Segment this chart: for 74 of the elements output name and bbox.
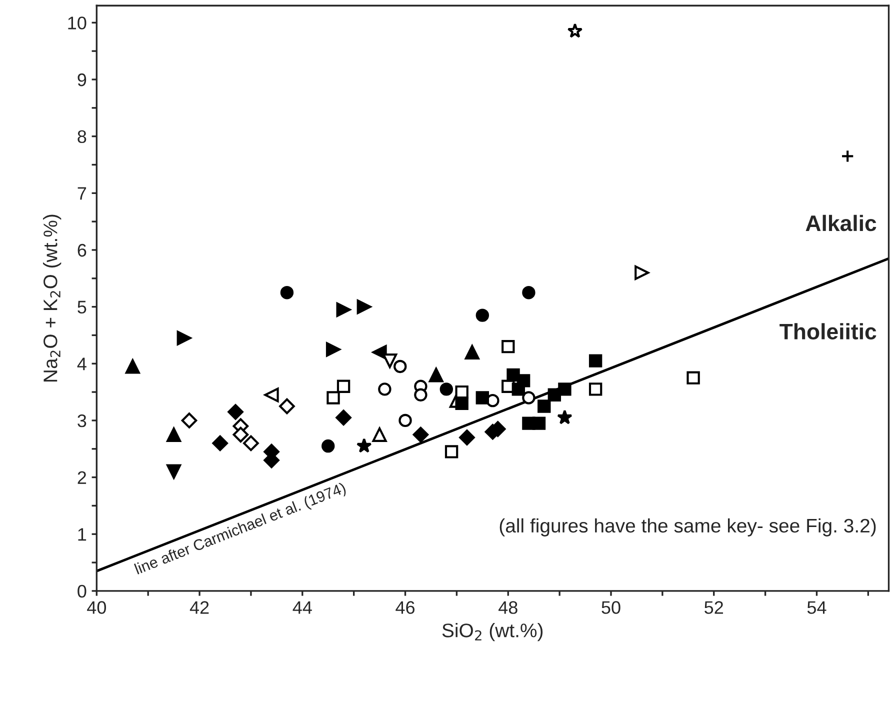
x-tick-label: 42 [190,601,209,614]
y-tick-label: 1 [78,528,86,541]
point [336,410,352,426]
point [280,286,294,300]
point [558,382,572,396]
point [538,400,551,413]
x-tick-label: 48 [498,601,518,614]
point [372,427,387,442]
point [356,438,372,453]
point [336,302,351,317]
point [567,23,583,38]
point [588,382,602,396]
point [476,391,490,404]
x-tick-label: 40 [87,601,106,614]
x-tick-label: 52 [704,601,723,614]
point [228,404,244,420]
point [176,330,192,346]
point [464,344,480,360]
y-axis-title: Na$_{2}$O + K$_{2}$O (wt.%) [43,214,62,382]
point [125,359,140,374]
point [412,426,429,443]
point [382,353,398,368]
point [243,435,259,452]
y-tick-label: 4 [77,358,86,370]
point [455,385,468,399]
point [166,464,182,479]
y-tick-label: 2 [78,471,86,484]
point [212,435,228,452]
x-tick-label: 54 [807,601,826,614]
point [455,396,468,410]
point [394,360,407,374]
y-tick-label: 9 [78,73,86,86]
point [322,439,335,453]
y-tick-label: 3 [78,414,86,428]
point [522,391,536,404]
point [840,150,854,163]
point [181,412,198,428]
point [588,354,602,368]
point [326,391,340,404]
point [440,382,454,396]
annotation: Tholeiitic [780,323,876,340]
y-tick-label: 0 [78,584,86,598]
point [444,445,458,458]
y-tick-label: 8 [78,130,86,144]
point [378,382,392,396]
point [398,414,412,428]
point [686,371,700,384]
annotation: (all figures have the same key- see Fig. 3.2) [500,518,876,536]
point [476,308,490,322]
x-axis-title: SiO$_{2}$ (wt.%) [442,623,543,642]
point [522,286,536,300]
point [336,380,350,393]
point [232,426,249,443]
x-tick-label: 50 [602,601,620,614]
point [502,340,515,354]
point [634,265,650,280]
y-tick-label: 10 [68,16,86,30]
point [264,388,279,402]
point [532,416,546,430]
y-tick-label: 7 [78,187,86,200]
point [512,382,526,396]
point [326,342,341,357]
point [356,300,372,314]
y-tick-label: 6 [78,244,86,257]
x-tick-label: 44 [292,601,312,614]
x-tick-label: 46 [396,601,415,614]
annotation: Alkalic [806,214,876,232]
point [557,410,572,424]
point [279,398,295,414]
point [414,388,428,402]
y-tick-label: 5 [78,300,86,314]
point [459,430,475,446]
point [166,427,182,442]
point [428,368,444,382]
